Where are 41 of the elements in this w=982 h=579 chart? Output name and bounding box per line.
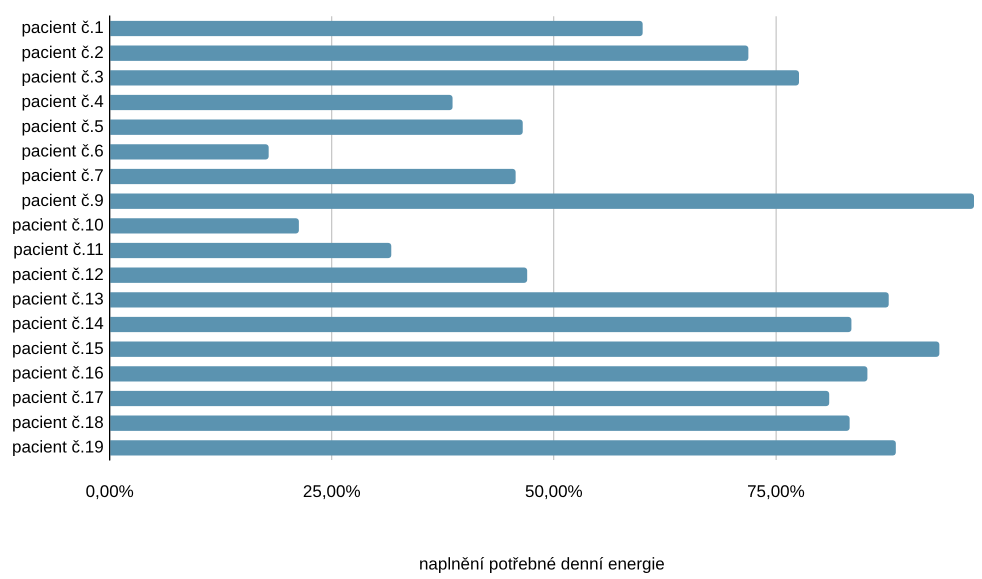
y-tick-label: pacient č.16	[12, 364, 104, 383]
x-axis-title: naplnění potřebné denní energie	[418, 554, 665, 574]
y-tick-label: pacient č.15	[12, 338, 104, 358]
bar	[110, 440, 896, 456]
y-tick-label: pacient č.17	[12, 388, 104, 408]
bar	[110, 342, 940, 357]
x-tick-label: 75,00%	[747, 482, 805, 502]
y-tick-label: pacient č.7	[21, 166, 104, 186]
y-tick-label: pacient č.1	[21, 18, 104, 38]
bar	[110, 94, 453, 110]
y-tick-label: pacient č.6	[21, 142, 104, 161]
y-tick-label: pacient č.14	[12, 314, 104, 334]
x-tick-label: 25,00%	[302, 482, 361, 502]
y-tick-label: pacient č.19	[12, 438, 104, 457]
bar	[110, 120, 523, 135]
bar	[110, 390, 830, 406]
y-tick-label: pacient č.5	[21, 116, 104, 136]
y-tick-label: pacient č.13	[12, 290, 104, 309]
bar	[110, 316, 852, 332]
x-tick-label: 50,00%	[524, 482, 583, 502]
bar	[110, 194, 974, 209]
bar	[110, 268, 528, 283]
bar	[110, 292, 889, 308]
y-tick-label: pacient č.18	[12, 412, 104, 432]
bar	[110, 366, 868, 382]
x-tick-label: 0,00%	[86, 482, 134, 502]
bar	[110, 168, 516, 184]
bar	[110, 70, 800, 86]
bar	[110, 46, 748, 61]
y-tick-label: pacient č.3	[21, 68, 104, 87]
y-tick-label: pacient č.9	[21, 190, 104, 210]
y-tick-label: pacient č.11	[13, 240, 104, 260]
bar	[110, 20, 643, 36]
bar	[110, 416, 850, 431]
y-tick-label: pacient č.12	[12, 264, 104, 284]
y-tick-label: pacient č.4	[21, 92, 104, 112]
bar	[110, 242, 392, 258]
y-tick-label: pacient č.2	[21, 42, 104, 62]
bar	[110, 218, 299, 234]
y-tick-label: pacient č.10	[12, 216, 104, 235]
bar	[110, 144, 269, 160]
